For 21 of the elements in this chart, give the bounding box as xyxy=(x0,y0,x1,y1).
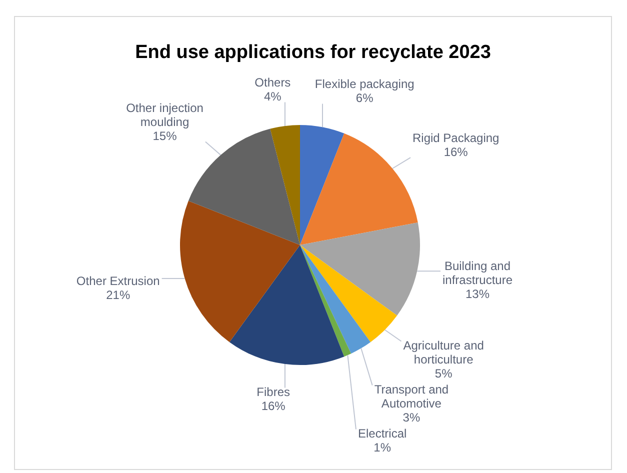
slice-label: Flexible packaging xyxy=(314,77,414,92)
slice-label: Other Extrusion xyxy=(76,274,160,288)
slice-label: Building and infrastructure xyxy=(442,258,513,287)
data-label: 6% xyxy=(356,91,374,106)
data-label: 1% xyxy=(374,440,392,455)
data-label: 13% xyxy=(465,286,490,301)
data-label: 3% xyxy=(402,410,420,425)
slice-label: Electrical xyxy=(358,426,407,441)
data-label: 4% xyxy=(264,90,282,104)
data-label: 16% xyxy=(261,399,286,414)
slice-label: Other injection moulding xyxy=(126,101,204,130)
chart-title: End use applications for recyclate 2023 xyxy=(135,42,491,64)
slice-label: Agriculture and horticulture xyxy=(403,338,484,367)
data-label: 5% xyxy=(434,366,453,381)
data-label: 15% xyxy=(152,129,178,144)
slice-label: Rigid Packaging xyxy=(412,130,500,145)
slice-label: Transport and Automotive xyxy=(374,382,449,411)
slice-label: Fibres xyxy=(256,385,290,400)
data-label: 21% xyxy=(106,288,130,302)
data-label: 16% xyxy=(444,144,468,159)
slice-label: Others xyxy=(254,76,291,90)
